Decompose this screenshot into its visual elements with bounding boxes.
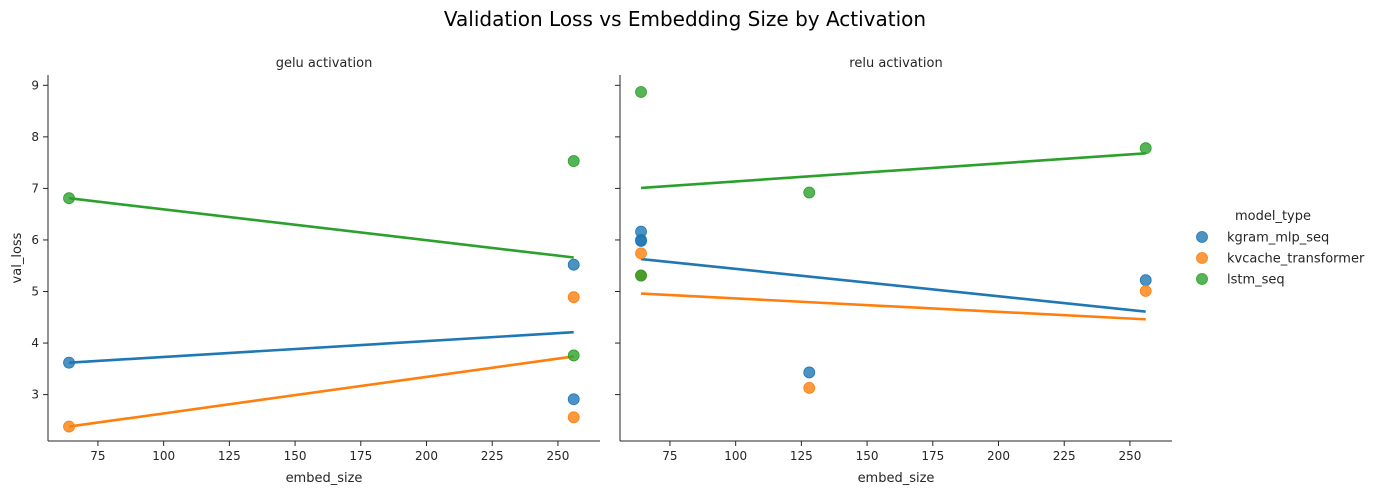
legend-marker-kvcache_transformer <box>1196 252 1208 264</box>
y-tick-label: 5 <box>31 285 39 299</box>
fit-line-kgram_mlp_seq <box>68 330 574 364</box>
x-tick-label: 225 <box>481 449 504 463</box>
legend-label-kvcache_transformer: kvcache_transformer <box>1227 252 1365 267</box>
x-tick-label: 175 <box>921 449 944 463</box>
legend-label-lstm_seq: lstm_seq <box>1227 273 1285 288</box>
legend: model_type kgram_mlp_seq kvcache_transform… <box>1196 209 1365 288</box>
panel-title: relu activation <box>849 56 942 71</box>
fit-line-kgram_mlp_seq <box>640 257 1146 313</box>
legend-marker-kgram_mlp_seq <box>1196 231 1208 243</box>
y-tick-label: 6 <box>31 233 39 247</box>
fit-line-kvcache_transformer <box>68 355 574 428</box>
x-tick-label: 250 <box>546 449 569 463</box>
x-tick-label: 225 <box>1053 449 1076 463</box>
data-point-kgram_mlp_seq <box>635 235 647 247</box>
x-tick-label: 125 <box>790 449 813 463</box>
data-point-kvcache_transformer <box>567 291 580 304</box>
data-point-lstm_seq <box>567 349 580 362</box>
y-tick-label: 8 <box>31 130 39 144</box>
x-axis-label: embed_size <box>286 471 363 486</box>
y-tick-label: 9 <box>31 78 39 92</box>
data-point-kvcache_transformer <box>635 247 647 260</box>
data-point-kgram_mlp_seq <box>567 258 580 271</box>
data-point-kgram_mlp_seq <box>63 356 75 369</box>
figure-title: Validation Loss vs Embedding Size by Act… <box>444 7 926 31</box>
x-tick-label: 100 <box>724 449 747 463</box>
fit-line-kvcache_transformer <box>640 292 1146 321</box>
data-point-lstm_seq <box>567 155 580 167</box>
x-axis-label: embed_size <box>858 471 935 486</box>
x-tick-label: 150 <box>856 449 879 463</box>
x-tick-label: 125 <box>218 449 241 463</box>
data-point-lstm_seq <box>803 186 816 199</box>
y-axis-label: val_loss <box>10 232 25 283</box>
fit-line-lstm_seq <box>640 152 1146 190</box>
y-tick-label: 4 <box>31 336 39 350</box>
data-point-kvcache_transformer <box>803 382 816 394</box>
fit-line-lstm_seq <box>68 196 574 259</box>
data-point-kvcache_transformer <box>63 420 75 433</box>
x-tick-label: 150 <box>284 449 307 463</box>
data-point-lstm_seq <box>63 192 75 205</box>
data-point-kgram_mlp_seq <box>1139 274 1152 287</box>
x-tick-label: 250 <box>1118 449 1141 463</box>
x-tick-label: 175 <box>349 449 372 463</box>
data-point-kgram_mlp_seq <box>567 393 580 406</box>
legend-label-kgram_mlp_seq: kgram_mlp_seq <box>1227 231 1329 246</box>
x-tick-label: 200 <box>415 449 438 463</box>
y-tick-label: 3 <box>31 388 39 402</box>
data-point-lstm_seq <box>635 269 647 282</box>
x-tick-label: 200 <box>987 449 1010 463</box>
x-tick-label: 75 <box>662 449 677 463</box>
x-tick-label: 100 <box>152 449 175 463</box>
legend-marker-lstm_seq <box>1196 273 1208 285</box>
data-point-kvcache_transformer <box>1139 285 1152 297</box>
y-tick-label: 7 <box>31 181 39 195</box>
x-tick-label: 75 <box>90 449 105 463</box>
data-point-lstm_seq <box>635 86 647 98</box>
legend-title: model_type <box>1235 209 1311 224</box>
data-point-lstm_seq <box>1139 142 1152 155</box>
data-point-kvcache_transformer <box>567 411 580 424</box>
panel-1: relu activation 75 100 125 150 175 200 225 250 em… <box>615 56 1172 486</box>
panel-title: gelu activation <box>276 56 373 71</box>
data-point-kgram_mlp_seq <box>803 366 816 379</box>
